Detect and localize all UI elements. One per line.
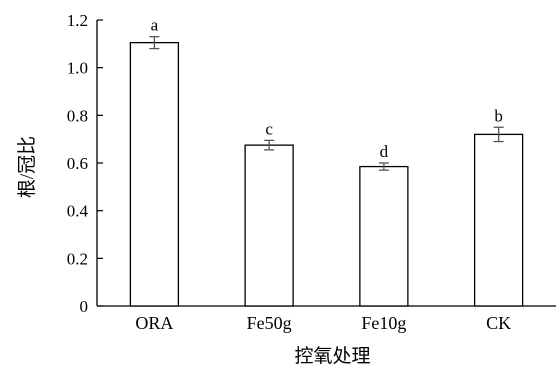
bar — [473, 133, 524, 307]
bar — [244, 144, 294, 307]
plot-area: 0 0.2 0.4 0.6 0.8 1.0 1.2 a ORA c Fe50g d Fe10g b CK — [67, 11, 556, 333]
y-tick-label: 0.8 — [67, 106, 88, 125]
significance-label: d — [380, 142, 389, 161]
x-tick-label: Fe50g — [247, 313, 292, 333]
x-axis-title: 控氧处理 — [294, 345, 370, 367]
bar — [359, 165, 409, 307]
y-axis-title: 根/冠比 — [16, 136, 38, 198]
significance-label: c — [265, 119, 273, 138]
significance-label: a — [151, 16, 159, 35]
bar — [129, 41, 180, 307]
x-tick-label: CK — [486, 313, 511, 333]
y-tick-label: 0 — [80, 297, 89, 316]
y-tick-label: 1.0 — [67, 59, 88, 78]
y-tick-label: 0.4 — [67, 202, 89, 221]
x-tick-label: ORA — [135, 313, 173, 333]
significance-label: b — [494, 106, 503, 125]
y-tick-label: 0.2 — [67, 249, 88, 268]
x-tick-label: Fe10g — [361, 313, 406, 333]
y-tick-label: 1.2 — [67, 11, 88, 30]
y-tick-label: 0.6 — [67, 154, 88, 173]
